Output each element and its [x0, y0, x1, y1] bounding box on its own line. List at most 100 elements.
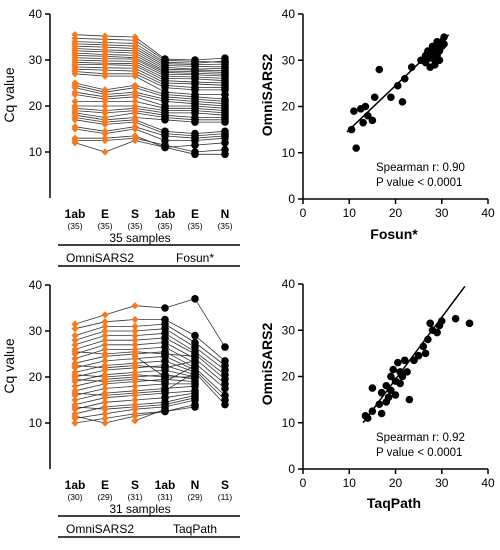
panel-d-annotation-p: P value < 0.0001 [376, 447, 462, 459]
omni-point [101, 378, 109, 386]
series-segment [194, 110, 226, 114]
series-segment [104, 49, 136, 52]
series-segment [194, 98, 226, 102]
series-segment [164, 87, 196, 91]
series-segment [194, 105, 226, 109]
scatter-point [389, 365, 397, 374]
series-segment [194, 74, 226, 77]
series-segment [194, 372, 226, 405]
panel-a-ylabel: Cq value [1, 67, 17, 122]
panel-b-annotation-p: P value < 0.0001 [376, 177, 462, 189]
series-segment [74, 360, 106, 369]
ytick-label: 20 [282, 370, 296, 384]
series-segment [194, 342, 226, 366]
series-segment [164, 75, 196, 78]
omni-point [131, 109, 139, 117]
panel-a-group-fosun: Fosun* [176, 251, 214, 265]
series-segment [74, 418, 106, 424]
series-segment [74, 126, 106, 132]
series-segment [194, 57, 226, 61]
series-segment [194, 72, 226, 75]
xtick-label: 40 [481, 206, 495, 220]
omni-point [101, 72, 109, 80]
series-segment [164, 117, 196, 121]
panel-c-ylabel: Cq value [1, 338, 17, 393]
series-segment [104, 54, 136, 56]
panel-c-group-taqpath: TaqPath [173, 522, 217, 536]
panel-a-group-omni: OmniSARS2 [66, 251, 134, 265]
omni-point [101, 341, 109, 349]
comparison-point [161, 304, 169, 312]
omni-point [131, 341, 139, 349]
series-segment [134, 52, 166, 70]
series-segment [134, 55, 166, 72]
series-segment [74, 374, 106, 382]
series-segment [164, 390, 196, 394]
series-segment [134, 388, 166, 392]
scatter-point [433, 328, 441, 337]
series-segment [164, 119, 196, 123]
series-segment [104, 135, 136, 139]
series-segment [164, 82, 196, 85]
omni-point [71, 97, 79, 105]
xtick-count: (35) [97, 221, 112, 231]
scatter-point [370, 93, 379, 102]
omni-point [71, 139, 79, 147]
omni-point [101, 391, 109, 399]
omni-point [101, 311, 109, 319]
series-segment [194, 60, 226, 64]
omni-point [71, 389, 79, 397]
omni-point [101, 405, 109, 413]
panel-d-xlabel: TaqPath [367, 495, 421, 511]
xtick-label: 30 [435, 476, 449, 490]
scatter-point [421, 58, 430, 67]
series-segment [134, 70, 166, 86]
series-segment [74, 349, 106, 359]
series-segment [104, 38, 136, 41]
scatter-point [400, 74, 409, 83]
omni-point [131, 332, 139, 340]
omni-point [131, 348, 139, 356]
panel-c-group-omni: OmniSARS2 [66, 522, 134, 536]
series-segment [194, 83, 226, 86]
omni-point [71, 382, 79, 390]
series-segment [104, 110, 136, 114]
omni-point [101, 130, 109, 138]
series-segment [164, 80, 196, 83]
xtick-label: 10 [343, 206, 357, 220]
series-segment [104, 392, 136, 396]
ytick-label: 0 [288, 192, 295, 206]
ytick-label: 40 [282, 7, 296, 21]
xtick-count: (30) [67, 492, 82, 502]
series-segment [164, 392, 196, 399]
omni-point [131, 389, 139, 397]
omni-point [71, 320, 79, 328]
xtick-label: 0 [300, 206, 307, 220]
series-segment [194, 362, 226, 389]
series-segment [134, 408, 166, 422]
omni-point [101, 318, 109, 326]
comparison-point [191, 150, 199, 159]
series-segment [164, 63, 196, 65]
scatter-point [398, 98, 407, 106]
series-segment [194, 130, 226, 134]
omni-point [101, 148, 109, 156]
scatter-point [451, 314, 460, 323]
series-segment [134, 140, 166, 148]
omni-point [101, 345, 109, 353]
series-segment [164, 319, 196, 336]
series-segment [74, 119, 106, 125]
omni-point [131, 375, 139, 383]
series-segment [134, 112, 166, 118]
series-segment [134, 337, 166, 341]
scatter-point [435, 321, 444, 330]
xtick-count: (35) [67, 221, 82, 231]
xtick-count: (35) [187, 221, 202, 231]
series-segment [134, 45, 166, 65]
series-segment [134, 105, 166, 111]
series-segment [74, 37, 106, 40]
omni-point [71, 412, 79, 420]
series-segment [134, 369, 166, 373]
series-segment [164, 337, 196, 355]
